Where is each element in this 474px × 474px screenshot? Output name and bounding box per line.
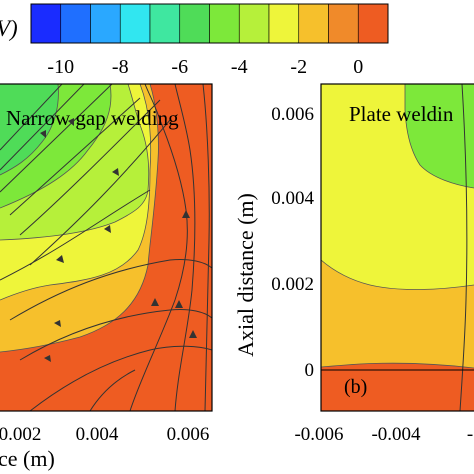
x-tick-label: -0.004 — [371, 424, 421, 445]
panel-b-contours — [321, 84, 474, 411]
colorbar-label: V) — [0, 16, 18, 41]
x-tick-label: - — [467, 424, 473, 445]
panel-b-frame — [320, 83, 474, 412]
colorbar-cell — [179, 3, 210, 44]
colorbar-tick-label: -4 — [231, 56, 248, 78]
panel-a-contours — [0, 84, 212, 411]
colorbar-cell — [328, 3, 359, 44]
panel-b-y-axis-label: Axial distance (m) — [233, 193, 258, 357]
panel-a-title: Narrow gap welding — [6, 106, 179, 130]
colorbar-cell — [238, 3, 270, 44]
panel-b-title: Plate weldin — [349, 102, 454, 126]
colorbar-tick-labels: -10 -8 -6 -4 -2 0 — [47, 56, 363, 78]
flow-streamlines — [459, 84, 468, 411]
x-tick-label: 0.004 — [76, 424, 119, 445]
y-tick-label: 0 — [305, 360, 315, 381]
zone-green — [405, 84, 474, 188]
panel-b-y-tick-labels: 0.006 0.004 0.002 0 — [271, 104, 314, 381]
colorbar-tick-label: -2 — [290, 56, 307, 78]
x-tick-label: -0.006 — [294, 424, 343, 445]
colorbar: V) -10 -8 -6 -4 -2 0 — [0, 3, 389, 78]
colorbar-tick-label: 0 — [353, 56, 363, 78]
colorbar-cell — [357, 3, 389, 44]
panel-a-frame — [0, 83, 213, 412]
zone-boundaries — [321, 84, 474, 369]
zone-dark-green — [0, 84, 59, 175]
colorbar-cell — [119, 3, 151, 44]
colorbar-cell — [30, 3, 62, 44]
panel-a-x-axis-label: ce (m) — [0, 446, 55, 471]
colorbar-tick-label: -6 — [171, 56, 188, 78]
panel-a-x-tick-labels: 0.002 0.004 0.006 — [0, 424, 209, 445]
zone-boundaries — [0, 84, 159, 353]
panel-b-x-tick-labels: -0.006 -0.004 - — [294, 424, 473, 445]
colorbar-cells — [30, 3, 389, 44]
colorbar-frame — [30, 3, 389, 44]
y-tick-label: 0.004 — [271, 188, 314, 209]
colorbar-tick-label: -10 — [47, 56, 74, 78]
x-tick-label: 0.006 — [167, 424, 210, 445]
colorbar-cell — [298, 3, 329, 44]
flow-streamlines — [0, 84, 212, 411]
colorbar-cell — [60, 3, 91, 44]
colorbar-cell — [90, 3, 121, 44]
panel-b-label: (b) — [344, 376, 367, 398]
colorbar-tick-label: -8 — [112, 56, 129, 78]
colorbar-cell — [209, 3, 240, 44]
colorbar-cell — [149, 3, 181, 44]
panel-narrow-gap-welding: Narrow gap welding 0.002 0.004 0.006 ce (m… — [0, 83, 213, 471]
colorbar-cell — [268, 3, 300, 44]
flow-arrows — [40, 118, 197, 362]
y-tick-label: 0.002 — [271, 274, 314, 295]
x-tick-label: 0.002 — [0, 424, 41, 445]
y-tick-label: 0.006 — [271, 104, 314, 125]
